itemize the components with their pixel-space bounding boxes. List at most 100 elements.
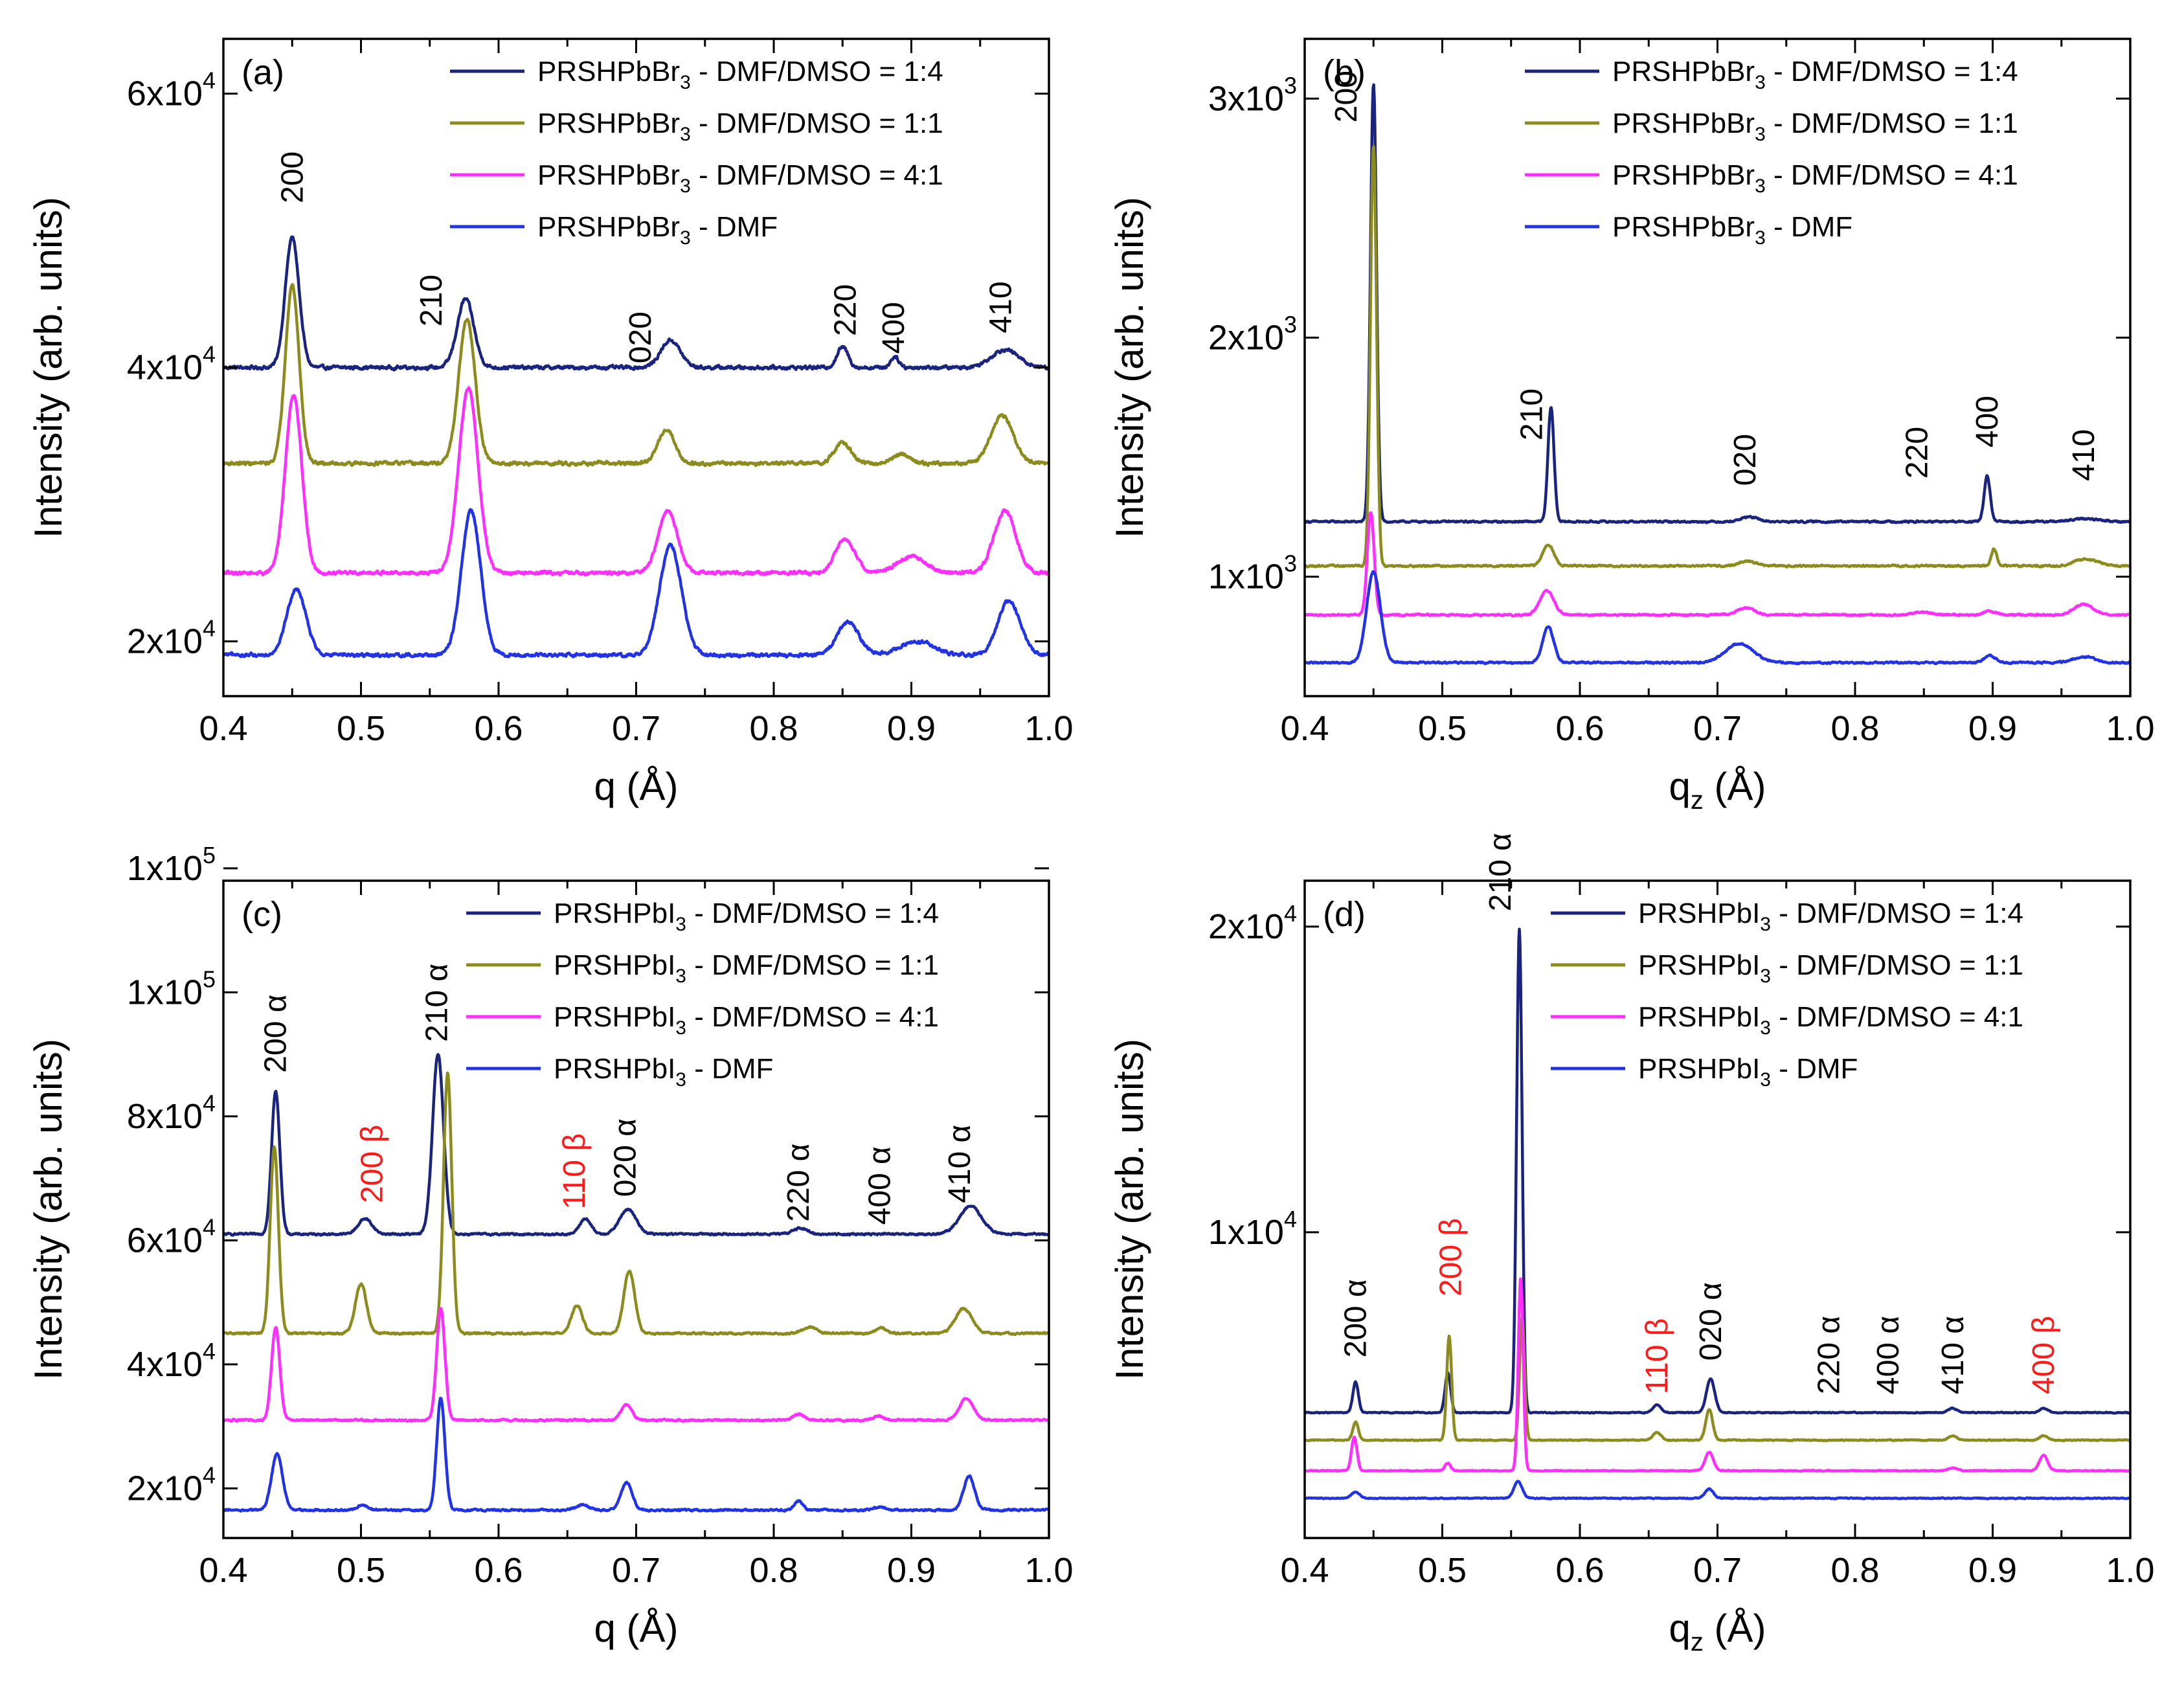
peak-label: 200 xyxy=(1329,71,1364,122)
series-line-s14 xyxy=(1305,83,2130,525)
legend-label: PRSHPbI3 - DMF/DMSO = 4:1 xyxy=(554,1001,939,1039)
y-tick-label: 4x104 xyxy=(127,1338,216,1384)
y-tick-label: 6x104 xyxy=(127,1214,216,1260)
x-tick-label: 1.0 xyxy=(1024,709,1073,748)
x-tick-label: 0.9 xyxy=(887,1551,936,1590)
y-tick-label: 2x103 xyxy=(1208,311,1297,357)
panel-d: 0.4 0.5 0.6 0.7 0.8 0.9 1.0 1x104 2x104 qz (Å) Int… xyxy=(1108,833,2155,1656)
x-axis-title: qz (Å) xyxy=(1669,765,1766,815)
x-tick-label: 0.7 xyxy=(612,709,660,748)
x-tick-label: 1.0 xyxy=(1024,1551,1073,1590)
legend-entry-s41: PRSHPbI3 - DMF/DMSO = 4:1 xyxy=(1551,1001,2023,1039)
x-tick-label: 0.7 xyxy=(612,1551,660,1590)
legend-entry-s41: PRSHPbBr3 - DMF/DMSO = 4:1 xyxy=(450,159,943,197)
x-axis-title: qz (Å) xyxy=(1669,1607,1766,1656)
panel-c: 0.4 0.5 0.6 0.7 0.8 0.9 1.0 2x104 4x104 6x104 8x10… xyxy=(27,842,1074,1650)
y-tick-label: 4x104 xyxy=(127,341,216,387)
legend-entry-s11: PRSHPbI3 - DMF/DMSO = 1:1 xyxy=(1551,949,2023,987)
peak-label: 220 xyxy=(828,284,862,336)
legend-label: PRSHPbBr3 - DMF/DMSO = 1:4 xyxy=(537,56,943,93)
peak-label: 200 β xyxy=(355,1125,390,1203)
panel-label: (b) xyxy=(1323,53,1366,92)
peak-label: 020 xyxy=(624,311,658,363)
legend-label: PRSHPbI3 - DMF/DMSO = 1:1 xyxy=(554,949,939,987)
y-tick-label: 2x104 xyxy=(127,615,216,661)
x-tick-label: 0.7 xyxy=(1693,1551,1742,1590)
peak-label: 200 α xyxy=(1339,1279,1373,1357)
legend-label: PRSHPbI3 - DMF xyxy=(554,1053,773,1091)
peak-label: 220 α xyxy=(1812,1316,1847,1394)
y-tick-label: 8x104 xyxy=(127,1090,216,1136)
series-line-s41 xyxy=(1305,511,2130,618)
legend-entry-sdmf: PRSHPbI3 - DMF xyxy=(1551,1053,1858,1091)
legend-label: PRSHPbI3 - DMF/DMSO = 1:4 xyxy=(1638,898,2023,935)
legend-label: PRSHPbBr3 - DMF/DMSO = 4:1 xyxy=(1612,159,2018,197)
series-line-sdmf xyxy=(223,508,1049,659)
y-tick-label: 1x104 xyxy=(1208,1206,1297,1252)
legend-label: PRSHPbBr3 - DMF xyxy=(537,211,778,249)
x-tick-label: 0.4 xyxy=(1280,1551,1329,1590)
peak-label: 210 α xyxy=(1483,833,1518,911)
peak-label: 020 α xyxy=(1694,1282,1728,1361)
x-tick-label: 0.6 xyxy=(1555,1551,1604,1590)
series-line-s41 xyxy=(223,386,1049,577)
peak-label: 200 α xyxy=(259,995,293,1073)
legend-label: PRSHPbI3 - DMF/DMSO = 1:1 xyxy=(1638,949,2023,987)
peak-label: 110 β xyxy=(1640,1318,1674,1394)
x-tick-label: 0.4 xyxy=(199,709,247,748)
series-line-s11 xyxy=(1305,145,2130,569)
series-line-s11 xyxy=(223,283,1049,468)
x-axis-title: q (Å) xyxy=(594,765,678,808)
y-tick-label: 1x105 xyxy=(127,966,216,1012)
x-tick-label: 0.8 xyxy=(1830,1551,1879,1590)
y-tick-label: 3x103 xyxy=(1208,72,1297,118)
legend-entry-s14: PRSHPbBr3 - DMF/DMSO = 1:4 xyxy=(1525,56,2018,93)
panel-a: 0.4 0.5 0.6 0.7 0.8 0.9 1.0 2x104 4x104 6x104 q (Å… xyxy=(27,38,1074,808)
legend-entry-s11: PRSHPbBr3 - DMF/DMSO = 1:1 xyxy=(1525,107,2018,145)
x-tick-label: 0.4 xyxy=(199,1551,247,1590)
legend-entry-s41: PRSHPbBr3 - DMF/DMSO = 4:1 xyxy=(1525,159,2018,197)
x-tick-label: 0.8 xyxy=(1830,709,1879,748)
x-tick-label: 1.0 xyxy=(2106,709,2154,748)
series-line-s41 xyxy=(1305,1277,2130,1473)
legend-entry-s11: PRSHPbI3 - DMF/DMSO = 1:1 xyxy=(466,949,939,987)
legend-label: PRSHPbBr3 - DMF/DMSO = 1:1 xyxy=(537,107,943,145)
y-axis-title: Intensity (arb. units) xyxy=(1108,197,1151,538)
y-tick-label: 1x105 xyxy=(127,842,216,888)
series-line-s14 xyxy=(1305,927,2130,1415)
x-tick-label: 0.5 xyxy=(1418,709,1467,748)
panel-label: (c) xyxy=(242,895,282,934)
series-line-s11 xyxy=(1305,1316,2130,1443)
series-line-sdmf xyxy=(223,1397,1049,1513)
peak-label: 400 xyxy=(1970,396,2005,447)
x-tick-label: 0.6 xyxy=(474,709,523,748)
peak-label: 220 α xyxy=(782,1144,816,1222)
peak-label: 020 xyxy=(1728,434,1762,486)
peak-label: 200 β xyxy=(1434,1218,1468,1296)
x-tick-label: 0.9 xyxy=(1968,709,2017,748)
legend-entry-s14: PRSHPbBr3 - DMF/DMSO = 1:4 xyxy=(450,56,943,93)
x-tick-label: 0.5 xyxy=(337,709,385,748)
peak-label: 210 xyxy=(1515,389,1549,440)
series-line-sdmf xyxy=(1305,570,2130,666)
peak-label: 110 β xyxy=(557,1133,592,1209)
peak-label: 400 xyxy=(877,302,911,354)
legend-entry-s11: PRSHPbBr3 - DMF/DMSO = 1:1 xyxy=(450,107,943,145)
legend-entry-s41: PRSHPbI3 - DMF/DMSO = 4:1 xyxy=(466,1001,939,1039)
legend-label: PRSHPbI3 - DMF/DMSO = 4:1 xyxy=(1638,1001,2023,1039)
peak-label: 410 xyxy=(984,281,1019,333)
legend-label: PRSHPbBr3 - DMF/DMSO = 1:1 xyxy=(1612,107,2018,145)
x-tick-label: 0.8 xyxy=(749,709,798,748)
panel-label: (d) xyxy=(1323,895,1366,934)
x-tick-label: 0.8 xyxy=(749,1551,798,1590)
panel-b: 0.4 0.5 0.6 0.7 0.8 0.9 1.0 1x103 2x103 3x103 qz (… xyxy=(1108,38,2155,815)
legend-label: PRSHPbBr3 - DMF/DMSO = 1:4 xyxy=(1612,56,2018,93)
peak-label: 210 xyxy=(414,275,449,326)
series-line-s11 xyxy=(223,1071,1049,1337)
x-tick-label: 0.7 xyxy=(1693,709,1742,748)
y-tick-label: 2x104 xyxy=(127,1462,216,1508)
peak-label: 210 α xyxy=(420,964,454,1042)
peak-label: 220 xyxy=(1900,427,1935,479)
x-tick-label: 0.6 xyxy=(1555,709,1604,748)
